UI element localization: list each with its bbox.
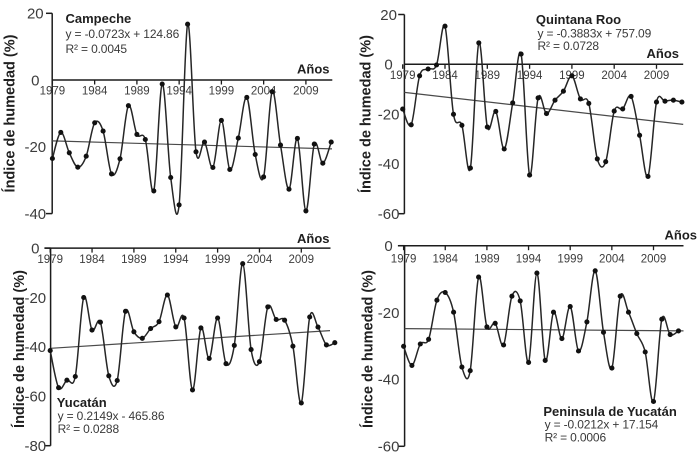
svg-text:Peninsula de Yucatán: Peninsula de Yucatán — [543, 404, 676, 419]
svg-text:1979: 1979 — [391, 253, 417, 265]
svg-text:2004: 2004 — [251, 86, 277, 98]
svg-text:1999: 1999 — [557, 253, 583, 265]
svg-text:Años: Años — [665, 228, 698, 243]
svg-text:-40: -40 — [24, 206, 46, 223]
svg-text:1989: 1989 — [121, 254, 147, 266]
svg-text:1989: 1989 — [474, 253, 500, 265]
svg-text:1984: 1984 — [82, 86, 108, 98]
svg-text:1984: 1984 — [79, 254, 105, 266]
svg-text:1994: 1994 — [516, 253, 542, 265]
svg-text:-20: -20 — [378, 106, 400, 123]
svg-text:R² = 0.0006: R² = 0.0006 — [545, 430, 607, 444]
svg-text:-40: -40 — [378, 156, 400, 173]
svg-text:0: 0 — [31, 72, 39, 89]
svg-text:1994: 1994 — [166, 86, 192, 98]
svg-text:2009: 2009 — [641, 253, 667, 265]
svg-text:-20: -20 — [378, 305, 400, 322]
svg-text:2004: 2004 — [247, 254, 273, 266]
svg-text:Campeche: Campeche — [66, 11, 132, 26]
svg-text:2009: 2009 — [644, 70, 670, 82]
svg-text:1979: 1979 — [37, 254, 63, 266]
svg-text:R² = 0.0288: R² = 0.0288 — [58, 422, 120, 436]
svg-text:Índice de humedad (%): Índice de humedad (%) — [2, 34, 19, 192]
svg-text:Quintana Roo: Quintana Roo — [536, 12, 621, 27]
svg-text:Años: Años — [297, 62, 330, 77]
svg-text:1984: 1984 — [432, 253, 458, 265]
svg-text:y = 0.2149x - 465.86: y = 0.2149x - 465.86 — [58, 409, 165, 423]
svg-text:-40: -40 — [24, 339, 46, 356]
svg-text:R² = 0.0045: R² = 0.0045 — [66, 42, 128, 56]
svg-text:1979: 1979 — [390, 70, 416, 82]
svg-text:20: 20 — [380, 7, 397, 24]
svg-text:y = -0.0723x + 124.86: y = -0.0723x + 124.86 — [66, 27, 180, 41]
svg-text:Años: Años — [647, 46, 680, 61]
svg-text:20: 20 — [27, 6, 44, 23]
svg-text:R² = 0.0728: R² = 0.0728 — [538, 39, 600, 53]
svg-text:-60: -60 — [378, 439, 400, 456]
svg-text:2004: 2004 — [601, 70, 627, 82]
svg-text:Índice de humedad (%): Índice de humedad (%) — [360, 270, 377, 428]
svg-text:0: 0 — [384, 57, 392, 74]
svg-text:Índice de humedad (%): Índice de humedad (%) — [358, 35, 375, 193]
svg-text:-60: -60 — [24, 389, 46, 406]
svg-text:-20: -20 — [24, 139, 46, 156]
svg-text:2004: 2004 — [599, 253, 625, 265]
svg-text:1999: 1999 — [205, 254, 231, 266]
svg-text:Índice de humedad (%): Índice de humedad (%) — [11, 270, 28, 428]
svg-text:-60: -60 — [378, 206, 400, 223]
svg-text:0: 0 — [31, 240, 39, 257]
svg-text:0: 0 — [384, 238, 392, 255]
svg-text:1989: 1989 — [475, 70, 501, 82]
svg-text:1984: 1984 — [432, 70, 458, 82]
svg-text:-40: -40 — [378, 372, 400, 389]
svg-text:1994: 1994 — [517, 70, 543, 82]
svg-text:1989: 1989 — [124, 86, 150, 98]
svg-text:2009: 2009 — [289, 254, 315, 266]
svg-text:1999: 1999 — [209, 86, 235, 98]
svg-text:y = -0.0212x + 17.154: y = -0.0212x + 17.154 — [545, 418, 659, 432]
svg-text:1979: 1979 — [40, 86, 66, 98]
svg-text:-80: -80 — [24, 438, 46, 455]
svg-text:Años: Años — [297, 231, 330, 246]
svg-text:1994: 1994 — [163, 254, 189, 266]
svg-text:y = -0.3883x + 757.09: y = -0.3883x + 757.09 — [538, 26, 652, 40]
svg-text:-20: -20 — [24, 290, 46, 307]
svg-text:Yucatán: Yucatán — [57, 395, 107, 410]
svg-text:2009: 2009 — [293, 86, 319, 98]
